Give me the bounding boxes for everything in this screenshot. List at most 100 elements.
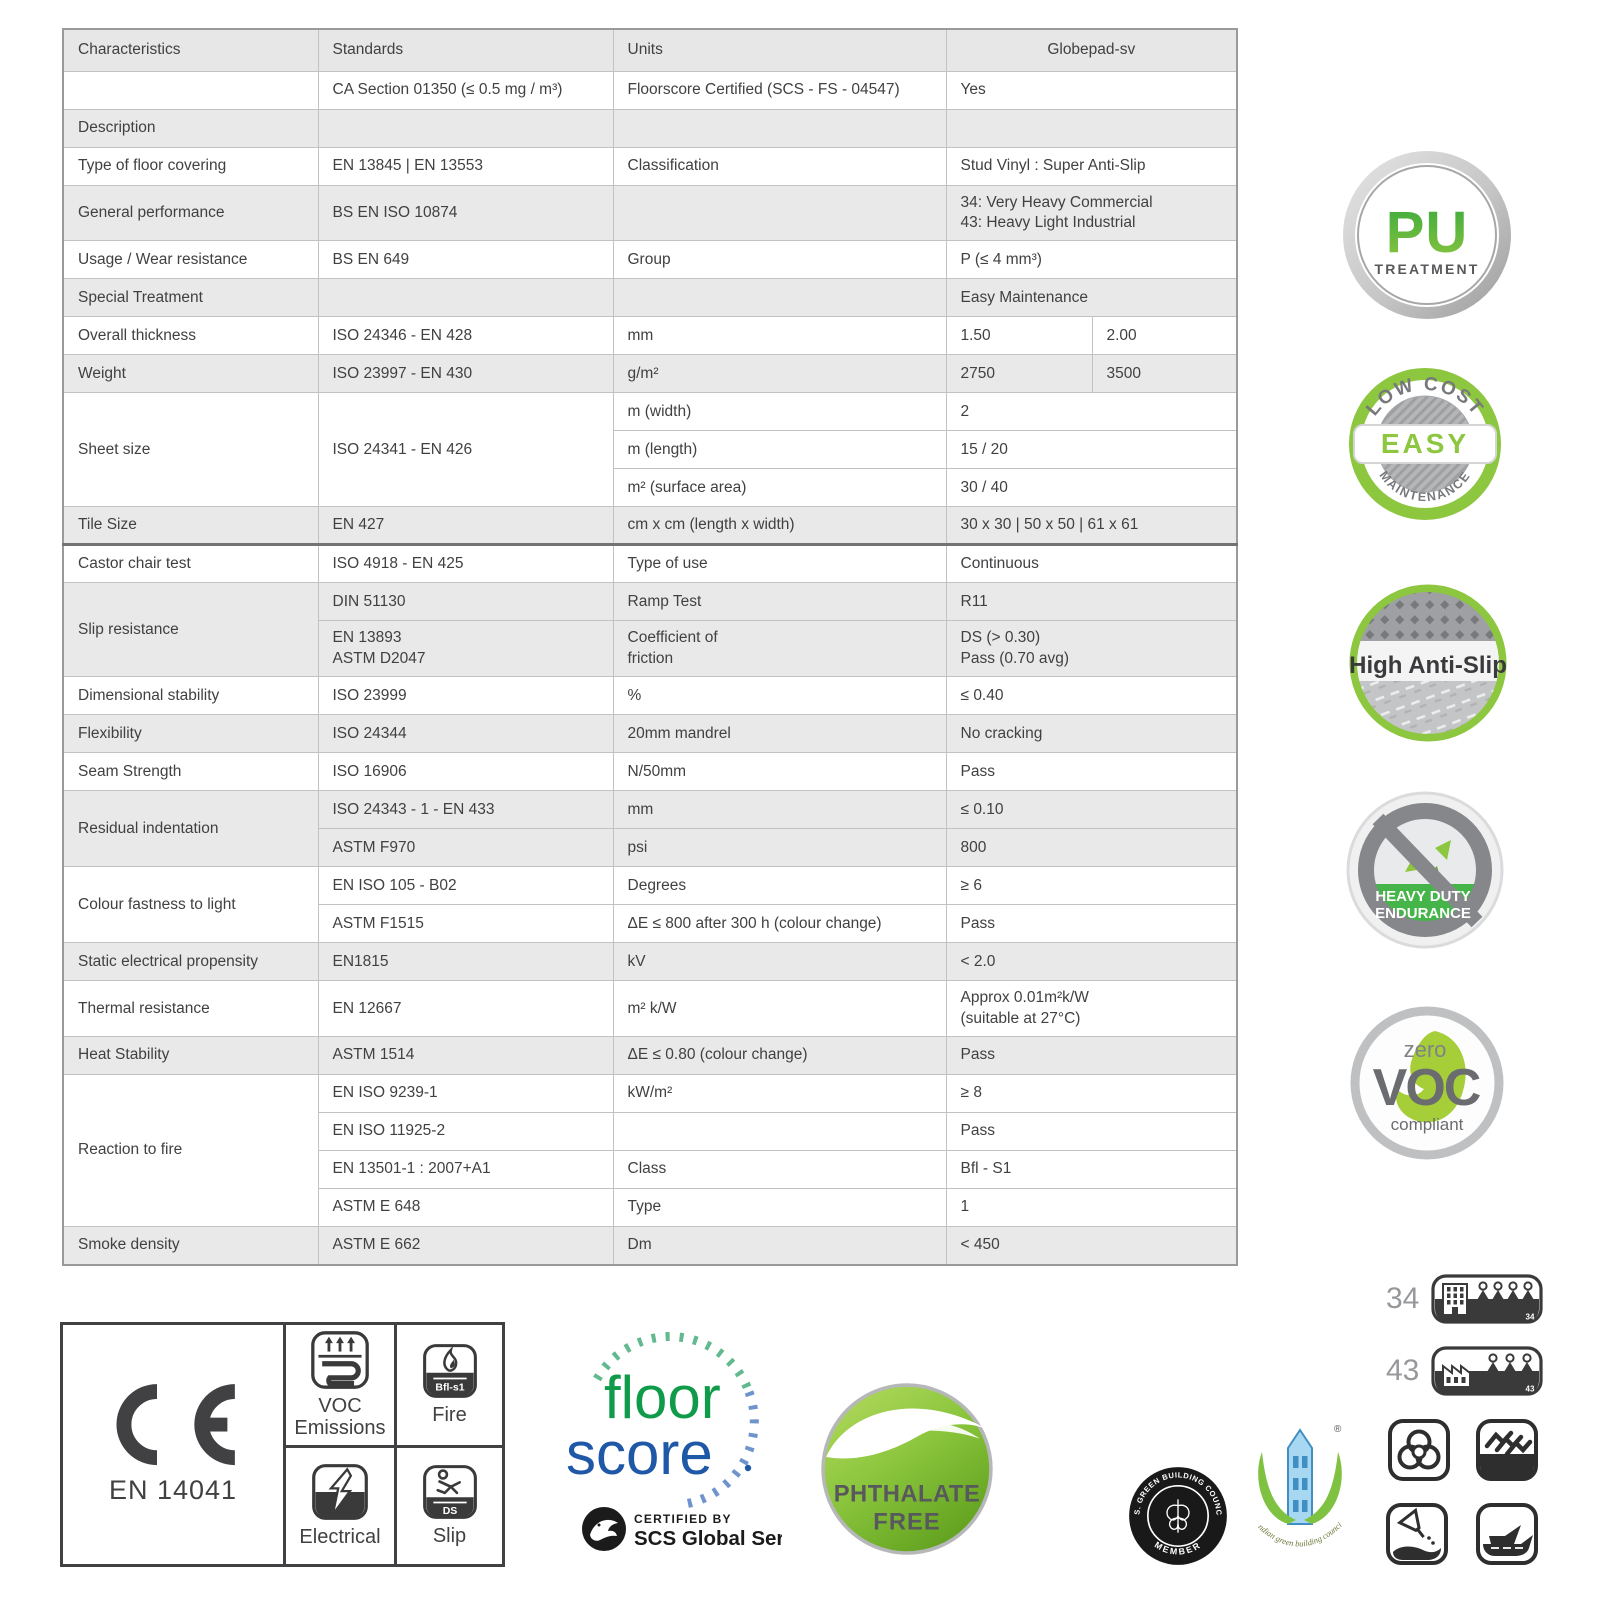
- cell-units: ΔE ≤ 800 after 300 h (colour change): [612, 904, 947, 944]
- cell-units: N/50mm: [612, 752, 947, 792]
- heavy-duty-line2: ENDURANCE: [1375, 905, 1471, 922]
- cell-value: Pass: [945, 752, 1238, 792]
- cell-standard: [317, 108, 614, 148]
- table-row: Overall thickness ISO 24346 - EN 428 mm 1.5…: [62, 316, 1238, 356]
- cell-value: ≥ 6: [945, 866, 1238, 906]
- easy-maintenance-badge: EASY LOW COST MAINTENANCE: [1347, 366, 1503, 522]
- ce-standard-label: EN 14041: [108, 1474, 238, 1505]
- cell-value: 34: Very Heavy Commercial 43: Heavy Ligh…: [945, 184, 1238, 242]
- cell-standard: ISO 23999: [317, 676, 614, 716]
- high-anti-slip-badge: High Anti-Slip: [1348, 583, 1508, 743]
- cell-units: mm: [612, 790, 947, 830]
- anti-slip-waves-icon: [1476, 1419, 1538, 1481]
- cell-value: 1.50: [945, 316, 1093, 356]
- cell-value: Easy Maintenance: [945, 278, 1238, 318]
- cell-value: 30 x 30 | 50 x 50 | 61 x 61: [945, 506, 1238, 547]
- table-row: Dimensional stability ISO 23999% ≤ 0.40: [62, 676, 1238, 716]
- cell-standard: [317, 278, 614, 318]
- table-row: ASTM E 648 Type 1: [63, 1188, 1238, 1228]
- usage-class-34: 34 34: [1386, 1274, 1543, 1324]
- cell-standard: ISO 24343 - 1 - EN 433: [317, 790, 614, 830]
- fire-class-text: Bfl-s1: [435, 1381, 464, 1393]
- cell-standard: EN 13845 | EN 13553: [317, 146, 614, 186]
- floorscore-logo-icon: floor score CERTIFIED BY SCS Global Serv…: [566, 1332, 782, 1551]
- voc-emissions-icon: [311, 1331, 369, 1389]
- fire-label: Fire: [432, 1404, 467, 1427]
- cell-standard: ASTM F970: [317, 828, 614, 868]
- pu-treatment-badge: PU TREATMENT: [1342, 150, 1512, 320]
- cell-characteristic: Type of floor covering: [62, 146, 319, 186]
- cell-standard: EN1815: [317, 942, 614, 982]
- cell-standard: ASTM F1515: [317, 904, 614, 944]
- slip-label: Slip: [432, 1525, 467, 1548]
- floorscore-word2: score: [566, 1420, 713, 1487]
- voc-center-text: VOC: [1373, 1059, 1481, 1117]
- cell-value: Pass: [945, 1112, 1238, 1152]
- cell-value: < 450: [945, 1226, 1238, 1266]
- col-header-units: Units: [612, 28, 947, 72]
- cell-characteristic: [62, 70, 319, 110]
- ce-pictogram-grid: VOC Emissions Bfl-s1 Fire: [286, 1325, 502, 1564]
- table-row: Type of floor covering EN 13845 | EN 1355…: [62, 146, 1238, 186]
- spec-table: Characteristics Standards Units Globepad…: [62, 28, 1239, 1266]
- cell-units: cm x cm (length x width): [612, 506, 947, 547]
- floorscore-org: SCS Global Services: [634, 1527, 782, 1550]
- cell-characteristic: Thermal resistance: [62, 980, 319, 1038]
- table-row: Heat Stability ASTM 1514 ΔE ≤ 0.80 (colour…: [62, 1036, 1238, 1076]
- cell-standard: BS EN ISO 10874: [317, 184, 614, 242]
- table-row: Thermal resistance EN 12667 m² k/W Approx 0…: [62, 980, 1238, 1038]
- cell-units: 20mm mandrel: [612, 714, 947, 754]
- cell-units: Group: [612, 240, 947, 280]
- cell-units: [612, 1112, 947, 1152]
- col-header-standards: Standards: [317, 28, 614, 72]
- table-row: EN 13501-1 : 2007+A1 Class Bfl - S1: [63, 1150, 1238, 1190]
- cell-standard: ISO 23997 - EN 430: [317, 354, 614, 394]
- cell-units: %: [612, 676, 947, 716]
- igbc-logo-icon: ® indian green building council: [1250, 1416, 1344, 1549]
- slip-icon: DS: [422, 1465, 477, 1519]
- cell-value-2: 2.00: [1091, 316, 1238, 356]
- cell-standard: EN 427: [317, 506, 614, 547]
- cell-characteristic: Smoke density: [62, 1226, 319, 1266]
- easy-center-text: EASY: [1381, 428, 1469, 459]
- cell-standard: EN 12667: [317, 980, 614, 1038]
- ce-mark-cell: EN 14041: [63, 1325, 286, 1564]
- pu-subtitle: TREATMENT: [1374, 261, 1479, 277]
- cell-units: ΔE ≤ 0.80 (colour change): [612, 1036, 947, 1076]
- cell-characteristic: Tile Size: [62, 506, 319, 547]
- cell-units: Coefficient of friction: [612, 620, 947, 678]
- cell-units: m (width): [612, 392, 947, 432]
- cell-characteristic: Residual indentation: [62, 790, 319, 868]
- cell-characteristic: Static electrical propensity: [62, 942, 319, 982]
- ship-icon: [1476, 1503, 1538, 1565]
- floorscore-period: [744, 1464, 752, 1472]
- cell-characteristic: Weight: [62, 354, 319, 394]
- cell-units: m² (surface area): [612, 468, 947, 508]
- heavy-duty-line1: HEAVY DUTY: [1375, 888, 1470, 905]
- table-row: Residual indentation ISO 24343 - 1 - EN 4…: [62, 790, 1238, 868]
- cell-value: Continuous: [945, 544, 1238, 584]
- class-34-label: 34: [1386, 1282, 1420, 1315]
- zero-voc-badge-icon: zero VOC compliant: [1350, 1006, 1504, 1160]
- slip-cell: DS Slip: [394, 1444, 502, 1564]
- cell-standard: ASTM 1514: [317, 1036, 614, 1076]
- cell-standard: BS EN 649: [317, 240, 614, 280]
- table-row: EN 13893 ASTM D2047 Coefficient of fricti…: [63, 620, 1238, 678]
- cell-characteristic: Slip resistance: [62, 582, 319, 678]
- table-row: Usage / Wear resistance BS EN 649 Group P (…: [62, 240, 1238, 280]
- cell-units: Ramp Test: [612, 582, 947, 622]
- cell-units: kW/m²: [612, 1074, 947, 1114]
- igbc-reg-mark: ®: [1334, 1424, 1342, 1435]
- voc-top-text: zero: [1404, 1037, 1447, 1062]
- cell-characteristic: Dimensional stability: [62, 676, 319, 716]
- cell-standard: EN ISO 9239-1: [317, 1074, 614, 1114]
- cell-value: Stud Vinyl : Super Anti-Slip: [945, 146, 1238, 186]
- cell-standard: CA Section 01350 (≤ 0.5 mg / m³): [317, 70, 614, 110]
- electrical-label: Electrical: [299, 1526, 381, 1549]
- table-row: Description: [62, 108, 1238, 148]
- cell-characteristic: Castor chair test: [62, 544, 319, 584]
- cell-standard: ISO 24344: [317, 714, 614, 754]
- cell-value: ≤ 0.40: [945, 676, 1238, 716]
- cell-units: [612, 278, 947, 318]
